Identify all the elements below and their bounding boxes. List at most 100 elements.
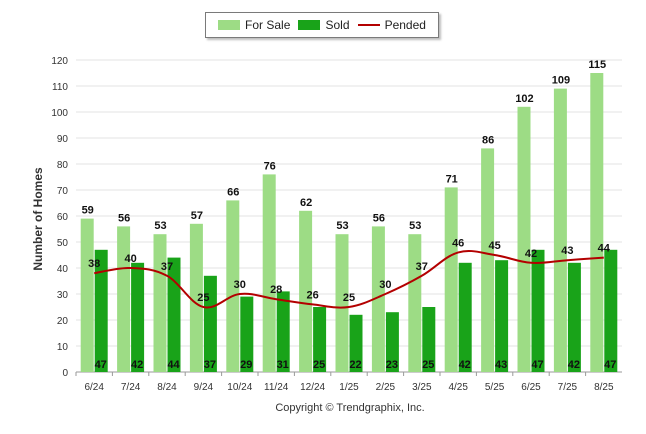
bar-for-sale-9 xyxy=(408,234,422,372)
bar-for-sale-12 xyxy=(517,106,531,373)
legend-swatch-sold xyxy=(298,20,321,30)
data-label-for-sale-13: 109 xyxy=(552,75,570,87)
y-tick-label-100: 100 xyxy=(51,108,68,119)
data-label-sold-7: 22 xyxy=(349,359,361,371)
bar-for-sale-2 xyxy=(153,234,167,372)
bar-for-sale-1 xyxy=(117,226,131,372)
bar-sold-9 xyxy=(422,307,436,372)
data-label-pended-5: 28 xyxy=(270,284,282,296)
y-tick-label-30: 30 xyxy=(57,290,69,301)
data-label-pended-1: 40 xyxy=(124,253,136,265)
data-label-for-sale-11: 86 xyxy=(482,134,494,146)
legend: For Sale Sold Pended xyxy=(205,12,439,38)
x-tick-label-13: 7/25 xyxy=(558,382,578,393)
data-label-pended-4: 30 xyxy=(234,279,246,291)
y-tick-label-0: 0 xyxy=(62,368,68,379)
y-tick-label-120: 120 xyxy=(51,56,68,67)
bar-for-sale-8 xyxy=(371,226,385,372)
y-tick-label-40: 40 xyxy=(57,264,69,275)
bar-sold-7 xyxy=(349,314,363,372)
bar-sold-11 xyxy=(495,260,509,372)
x-tick-label-3: 9/24 xyxy=(194,382,214,393)
y-tick-label-80: 80 xyxy=(57,160,69,171)
bar-for-sale-5 xyxy=(262,174,276,372)
data-label-sold-5: 31 xyxy=(277,359,289,371)
data-label-sold-2: 44 xyxy=(167,359,180,371)
data-label-for-sale-5: 76 xyxy=(264,160,276,172)
data-label-for-sale-7: 53 xyxy=(336,220,348,232)
x-tick-label-8: 2/25 xyxy=(376,382,396,393)
legend-label-pended: Pended xyxy=(384,18,426,32)
x-tick-label-0: 6/24 xyxy=(84,382,104,393)
data-label-for-sale-14: 115 xyxy=(588,59,606,71)
legend-swatch-for-sale xyxy=(218,20,241,30)
bar-sold-12 xyxy=(531,249,545,372)
data-label-pended-12: 42 xyxy=(525,248,537,260)
bar-for-sale-14 xyxy=(590,73,604,372)
bar-sold-6 xyxy=(313,307,327,372)
legend-item-sold: Sold xyxy=(298,18,350,32)
data-label-for-sale-1: 56 xyxy=(118,212,130,224)
legend-item-pended: Pended xyxy=(357,18,426,32)
data-label-pended-14: 44 xyxy=(598,243,611,255)
x-tick-label-11: 5/25 xyxy=(485,382,505,393)
y-tick-label-50: 50 xyxy=(57,238,69,249)
data-label-pended-0: 38 xyxy=(88,258,100,270)
x-tick-label-2: 8/24 xyxy=(157,382,177,393)
bar-for-sale-3 xyxy=(189,223,203,372)
x-tick-label-9: 3/25 xyxy=(412,382,432,393)
data-label-pended-3: 25 xyxy=(197,292,209,304)
data-label-sold-14: 47 xyxy=(604,359,616,371)
bar-for-sale-7 xyxy=(335,234,349,372)
bar-for-sale-0 xyxy=(80,218,94,372)
bar-for-sale-13 xyxy=(553,88,567,372)
copyright: Copyright © Trendgraphix, Inc. xyxy=(275,402,425,414)
data-label-pended-11: 45 xyxy=(488,240,500,252)
data-label-sold-4: 29 xyxy=(240,359,252,371)
x-tick-label-5: 11/24 xyxy=(264,382,289,393)
y-tick-label-70: 70 xyxy=(57,186,69,197)
data-label-for-sale-0: 59 xyxy=(82,205,94,217)
data-label-sold-8: 23 xyxy=(386,359,398,371)
x-tick-label-6: 12/24 xyxy=(300,382,325,393)
data-label-pended-13: 43 xyxy=(561,245,573,257)
y-tick-label-60: 60 xyxy=(57,212,69,223)
data-label-for-sale-10: 71 xyxy=(446,173,458,185)
data-label-for-sale-8: 56 xyxy=(373,212,385,224)
bar-for-sale-6 xyxy=(299,210,313,372)
legend-swatch-pended xyxy=(357,24,380,26)
legend-label-sold: Sold xyxy=(325,18,350,32)
y-axis-label: Number of Homes xyxy=(31,167,45,271)
legend-label-for-sale: For Sale xyxy=(245,18,291,32)
data-label-sold-6: 25 xyxy=(313,359,325,371)
bar-sold-0 xyxy=(94,249,108,372)
bar-sold-8 xyxy=(385,312,399,372)
data-label-for-sale-4: 66 xyxy=(227,186,239,198)
data-label-sold-10: 42 xyxy=(459,359,471,371)
data-label-pended-7: 25 xyxy=(343,292,355,304)
data-label-for-sale-12: 102 xyxy=(515,93,533,105)
data-label-pended-8: 30 xyxy=(379,279,391,291)
bar-for-sale-11 xyxy=(481,148,495,372)
data-label-pended-10: 46 xyxy=(452,237,464,249)
bar-sold-3 xyxy=(203,275,217,372)
data-label-for-sale-3: 57 xyxy=(191,210,203,222)
x-tick-label-7: 1/25 xyxy=(339,382,359,393)
y-tick-label-20: 20 xyxy=(57,316,69,327)
data-label-sold-12: 47 xyxy=(531,359,543,371)
bar-for-sale-4 xyxy=(226,200,240,372)
data-label-sold-1: 42 xyxy=(131,359,143,371)
data-label-sold-3: 37 xyxy=(204,359,216,371)
data-label-for-sale-2: 53 xyxy=(154,220,166,232)
x-tick-label-14: 8/25 xyxy=(594,382,614,393)
data-label-sold-0: 47 xyxy=(95,359,107,371)
x-tick-label-4: 10/24 xyxy=(227,382,252,393)
bar-sold-10 xyxy=(458,262,472,372)
data-label-sold-13: 42 xyxy=(568,359,580,371)
bar-sold-4 xyxy=(240,296,254,372)
x-tick-label-1: 7/24 xyxy=(121,382,141,393)
bar-sold-13 xyxy=(567,262,581,372)
bar-sold-2 xyxy=(167,257,181,372)
x-tick-label-10: 4/25 xyxy=(448,382,468,393)
